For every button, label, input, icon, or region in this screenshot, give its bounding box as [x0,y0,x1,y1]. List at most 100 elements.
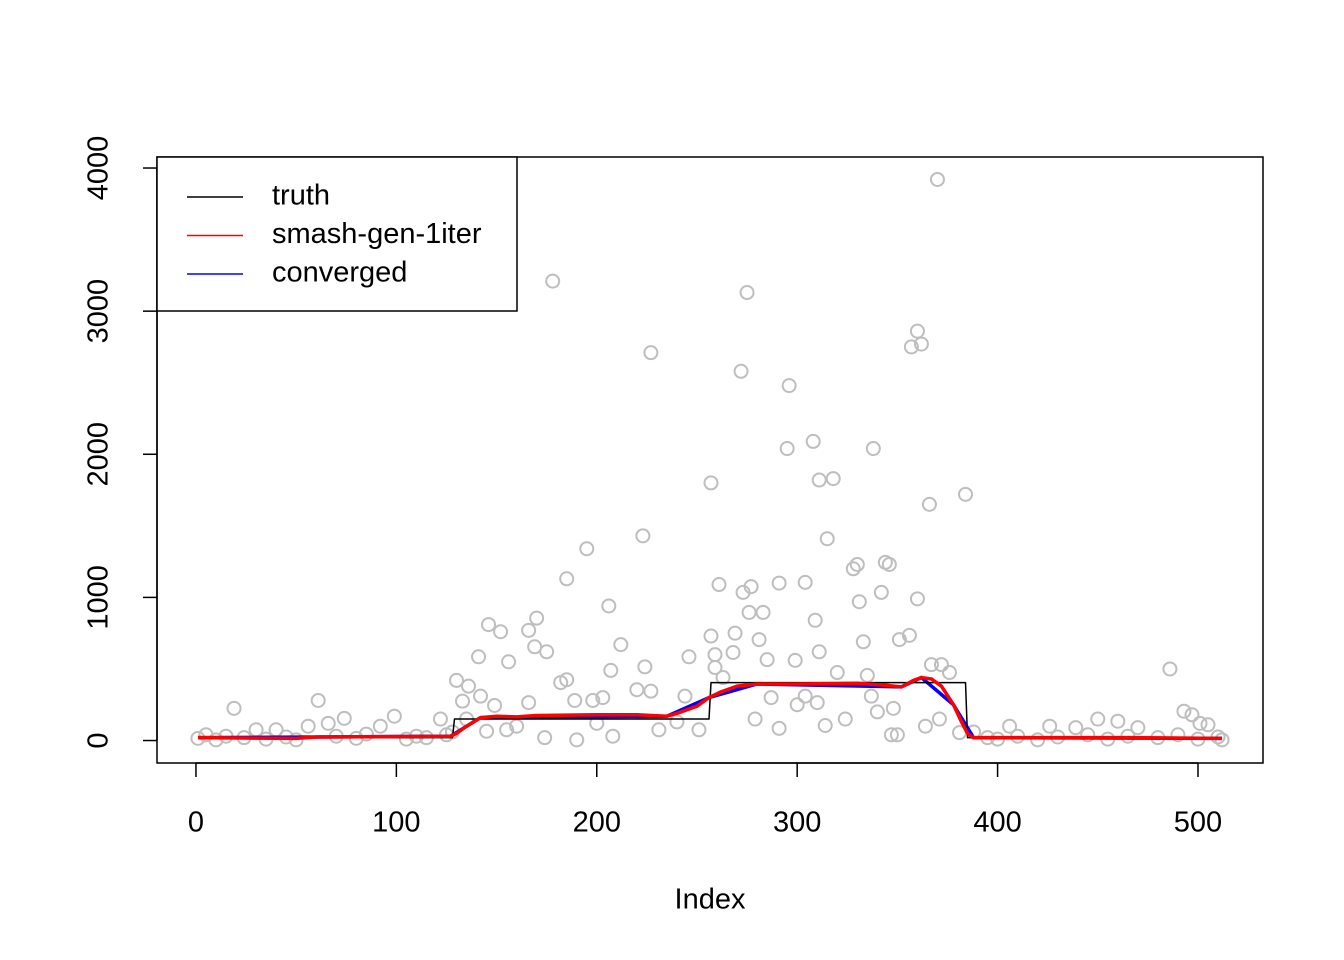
point [809,695,825,711]
point [1068,720,1084,736]
point [865,441,881,457]
point [885,700,901,716]
point [787,652,803,668]
point [1200,717,1216,733]
point [733,363,749,379]
point [1184,707,1200,723]
point [883,727,899,743]
point [669,714,685,730]
point [537,730,553,746]
point [629,682,645,698]
point [881,556,897,572]
point [735,584,751,600]
point [501,654,517,670]
x-tick-label: 400 [973,807,1021,839]
point [1002,718,1018,734]
point [715,670,731,686]
point [929,171,945,187]
point [300,718,316,734]
point [747,711,763,727]
point [703,475,719,491]
point [559,571,575,587]
point [539,644,555,660]
point [336,710,352,726]
point [727,625,743,641]
x-tick-label: 200 [573,807,621,839]
point [320,715,336,731]
legend-label: smash-gen-1iter [272,218,482,250]
point [863,688,879,704]
point [751,632,767,648]
point [1162,661,1178,677]
point [1170,727,1186,743]
y-tick-label: 3000 [83,279,115,344]
point [771,575,787,591]
point [811,472,827,488]
point [1176,703,1192,719]
point [681,649,697,665]
point [909,323,925,339]
point [889,727,905,743]
point [797,688,813,704]
point [603,662,619,678]
point [613,637,629,653]
point [725,645,741,661]
point [711,577,727,593]
point [579,541,595,557]
point [817,718,833,734]
point [432,711,448,727]
point [208,732,224,748]
point [958,486,974,502]
point [703,628,719,644]
point [635,528,651,544]
point [691,722,707,738]
point [471,649,487,665]
y-tick-label: 1000 [83,565,115,630]
point [829,665,845,681]
point [779,441,795,457]
point [891,632,907,648]
point [909,591,925,607]
point [819,531,835,547]
point [789,697,805,713]
point [741,604,757,620]
point [1042,718,1058,734]
point [487,697,503,713]
point [1090,711,1106,727]
point [1030,732,1046,748]
point [1110,713,1126,729]
point [454,693,470,709]
point [855,634,871,650]
point [448,672,464,688]
point [1192,715,1208,731]
plot-frame [156,156,1264,764]
point [499,722,515,738]
point [931,711,947,727]
line [197,675,1223,741]
point [481,617,497,633]
point [529,610,545,626]
point [521,622,537,638]
point [677,688,693,704]
point [398,731,414,747]
legend-label: converged [272,257,407,289]
point [781,378,797,394]
point [811,644,827,660]
point [479,723,495,739]
point [1080,727,1096,743]
point [805,433,821,449]
point [913,336,929,352]
point [825,471,841,487]
point [493,624,509,640]
point [461,678,477,694]
point [601,598,617,614]
point [923,657,939,673]
point [473,688,489,704]
point [851,594,867,610]
legend-box [156,156,518,312]
point [545,273,561,289]
y-tick-label: 4000 [83,136,115,201]
point [739,285,755,301]
point [553,675,569,691]
